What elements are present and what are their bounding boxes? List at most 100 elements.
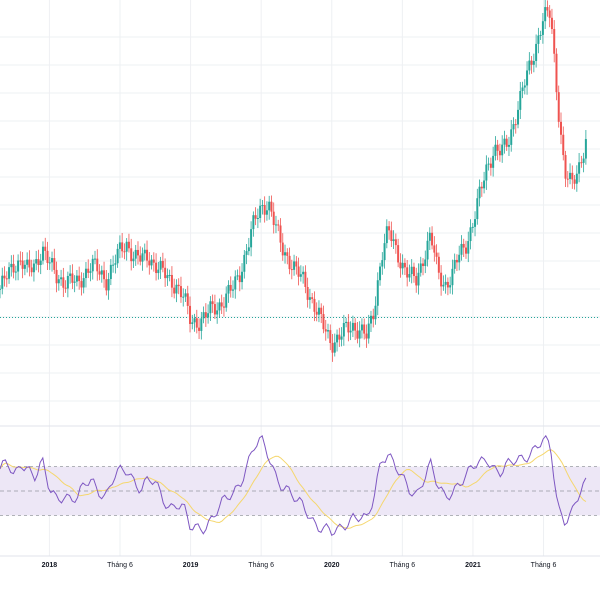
candle [195,309,198,334]
candle-body [345,321,348,324]
candle-body [155,262,158,274]
candle [320,303,323,324]
candle-body [422,263,425,267]
time-axis: 2018 Tháng 6 2019 Tháng 6 2020 Tháng 6 2021 Thá… [42,562,557,569]
candle-body [440,272,443,287]
candle-body [451,268,454,286]
candle-body [211,301,214,305]
candle [159,256,162,279]
candle [360,318,363,339]
candle-body [327,330,330,332]
candle [406,260,409,287]
candle [57,274,60,291]
candle-body [284,252,287,256]
candle [469,219,472,250]
candle [388,221,391,240]
candle [455,254,458,272]
candle-body [528,60,531,71]
candle [227,280,230,303]
candle-body [453,259,456,269]
candle-body [103,270,106,280]
candle-body [512,124,515,130]
candle-body [550,17,553,30]
candle-body [252,215,255,230]
candle [390,221,393,247]
candle [75,270,78,287]
candle-body [340,336,343,340]
candle-body [553,29,556,54]
candle-body [32,263,35,273]
x-tick-label: Tháng 6 [107,562,133,569]
candle-body [519,91,522,110]
candle [494,136,497,161]
candle-body [564,155,567,179]
candle [284,244,287,264]
candle-body [426,240,429,260]
candle [408,264,411,282]
candle [342,314,345,346]
candle-body [136,249,139,256]
candle-body [317,307,320,315]
candle-body [487,163,490,165]
candle [37,249,40,273]
candle-body [394,239,397,246]
candle [80,272,83,296]
candle-body [501,144,504,156]
candle [458,245,461,271]
candle [417,263,420,295]
candle [14,265,17,281]
candle-body [571,172,574,180]
candle [236,269,239,281]
candle [478,179,481,207]
candle-body [539,34,542,36]
candle [91,254,94,280]
candle-body [419,263,422,273]
candle [265,201,268,221]
candle [379,262,382,286]
candle-body [105,279,108,291]
candle-body [403,262,406,268]
candle [521,81,524,99]
candle-body [505,138,508,147]
candle-body [277,224,280,226]
candle-body [227,284,230,294]
candle [449,276,452,294]
candle [424,250,427,274]
candle [114,254,117,274]
candle-body [397,245,400,263]
candle-body [324,329,327,332]
candle [460,235,463,261]
candle-body [578,162,581,174]
candle-body [431,232,434,246]
candle [440,265,443,296]
candle [55,261,58,293]
x-tick-label: 2021 [465,562,481,569]
candle [213,294,216,319]
candle [471,222,474,233]
candle [480,181,483,197]
candle [3,266,6,287]
candle [256,208,259,229]
candle [23,260,26,276]
candle-body [236,275,239,277]
candle [166,268,169,286]
candle-body [73,281,76,283]
candle [218,298,221,317]
candle-body [173,287,176,294]
candle [474,211,477,237]
candle [0,285,1,299]
candle-body [363,324,366,334]
candle [317,300,320,323]
candle-body [189,305,192,324]
candle [184,289,187,303]
candle-body [234,276,237,290]
candle-body [383,243,386,261]
candle [87,259,90,279]
candle-body [412,266,415,277]
candle-body [130,248,133,262]
x-tick-label: 2019 [183,562,199,569]
candle-body [471,226,474,228]
candle-body [118,242,121,249]
candle [98,264,101,281]
